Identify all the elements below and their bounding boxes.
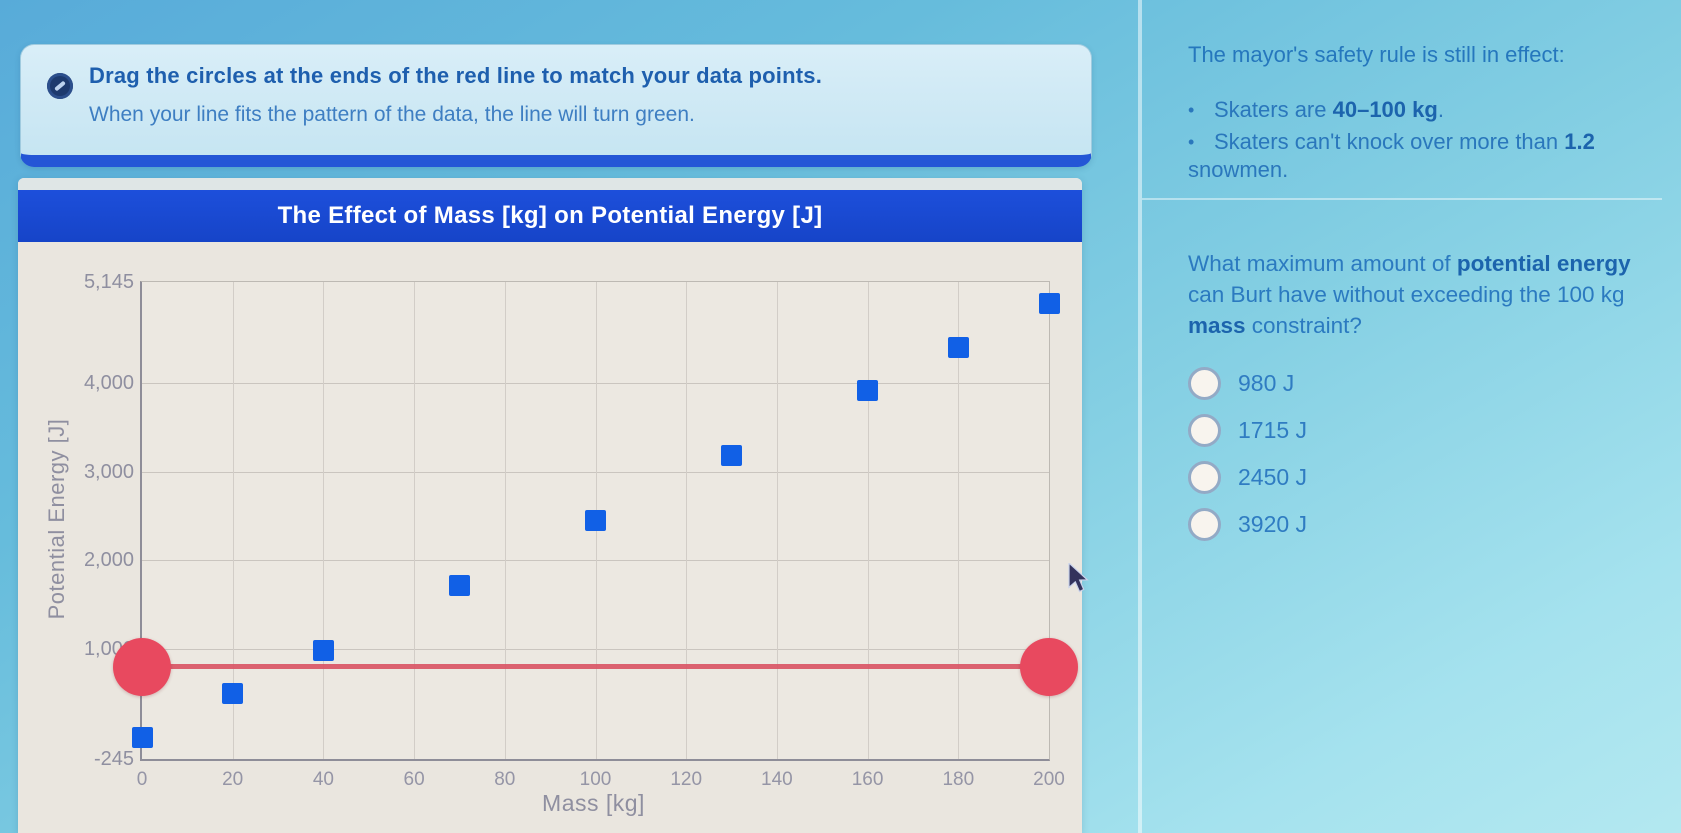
data-point (448, 575, 470, 597)
answer-option-row[interactable]: 1715 J (1188, 413, 1658, 447)
data-point (1038, 293, 1060, 315)
x-tick-label: 100 (579, 769, 612, 790)
instruction-line1: Drag the circles at the ends of the red … (89, 63, 823, 88)
data-point (857, 379, 879, 401)
fit-line (142, 664, 1049, 670)
gridline-vertical (686, 282, 688, 759)
answer-radio-2[interactable] (1188, 413, 1221, 447)
answer-option-row[interactable]: 980 J (1188, 366, 1658, 400)
rule-bullet-list: • Skaters are 40–100 kg. • Skaters can't kn… (1188, 96, 1674, 188)
panel-divider (1138, 0, 1142, 833)
data-point (222, 683, 244, 705)
x-tick-label: 80 (494, 769, 516, 790)
chart-card: The Effect of Mass [kg] on Potential Ene… (18, 178, 1082, 833)
line-handle-right[interactable] (1020, 637, 1078, 696)
x-tick-label: 40 (312, 769, 334, 790)
x-tick-label: 60 (403, 769, 425, 790)
x-tick-label: 200 (1033, 769, 1065, 790)
scatter-plot: 5,145 4,000 3,000 2,000 1,000 -245 0 20 40 60 80 10… (84, 271, 1078, 790)
answer-radio-1[interactable] (1188, 366, 1221, 400)
answer-option-row[interactable]: 3920 J (1188, 507, 1658, 541)
bullet-icon: • (1188, 132, 1195, 152)
y-tick-label: 3,000 (83, 460, 134, 483)
x-tick-label: 140 (761, 769, 793, 790)
instruction-card: Drag the circles at the ends of the red … (20, 44, 1092, 167)
y-tick-label: 4,000 (83, 372, 134, 395)
side-panel: The mayor's safety rule is still in effe… (1142, 0, 1674, 833)
rule-bullet: • Skaters can't knock over more than 1.2 … (1188, 129, 1595, 182)
mouse-cursor (1068, 563, 1089, 593)
target-icon (47, 73, 73, 99)
rule-bullet: • Skaters are 40–100 kg. (1188, 97, 1444, 122)
data-point (131, 726, 153, 748)
line-handle-left[interactable] (113, 637, 171, 696)
gridline-vertical (958, 282, 960, 759)
answer-label: 2450 J (1238, 463, 1308, 490)
chart-title: The Effect of Mass [kg] on Potential Ene… (18, 190, 1082, 242)
gridline-vertical (232, 282, 234, 759)
data-point (312, 640, 334, 662)
x-tick-label: 20 (222, 769, 244, 790)
data-point (721, 444, 743, 466)
rule-intro-text: The mayor's safety rule is still in effe… (1188, 42, 1565, 67)
answer-label: 980 J (1238, 369, 1295, 396)
gridline-vertical (323, 282, 325, 759)
x-tick-label: 120 (670, 769, 703, 790)
bullet-icon: • (1188, 100, 1195, 120)
answer-label: 3920 J (1238, 510, 1308, 537)
chart-card-top-strip (18, 178, 1082, 190)
y-tick-label: 2,000 (83, 549, 134, 572)
y-tick-label: 5,145 (83, 271, 134, 293)
question-text: What maximum amount of potential energy … (1188, 251, 1631, 338)
data-point (585, 510, 606, 531)
answer-label: 1715 J (1238, 416, 1308, 443)
section-divider (1142, 198, 1662, 200)
answer-options: 980 J 1715 J 2450 J 3920 J (1188, 366, 1658, 541)
answer-radio-3[interactable] (1188, 460, 1221, 494)
y-tick-label: -245 (93, 748, 134, 770)
gridline-vertical (504, 282, 506, 759)
gridline-vertical (867, 282, 869, 759)
x-tick-label: 180 (942, 769, 975, 790)
instruction-line2: When your line fits the pattern of the d… (89, 103, 695, 126)
answer-option-row[interactable]: 2450 J (1188, 460, 1658, 494)
gridline-vertical (776, 282, 778, 759)
gridline-vertical (414, 282, 416, 759)
x-tick-label: 0 (136, 769, 148, 790)
answer-radio-4[interactable] (1188, 507, 1221, 541)
data-point (947, 336, 969, 358)
x-axis-title: Mass [kg] (542, 790, 645, 816)
x-tick-label: 160 (851, 769, 884, 790)
